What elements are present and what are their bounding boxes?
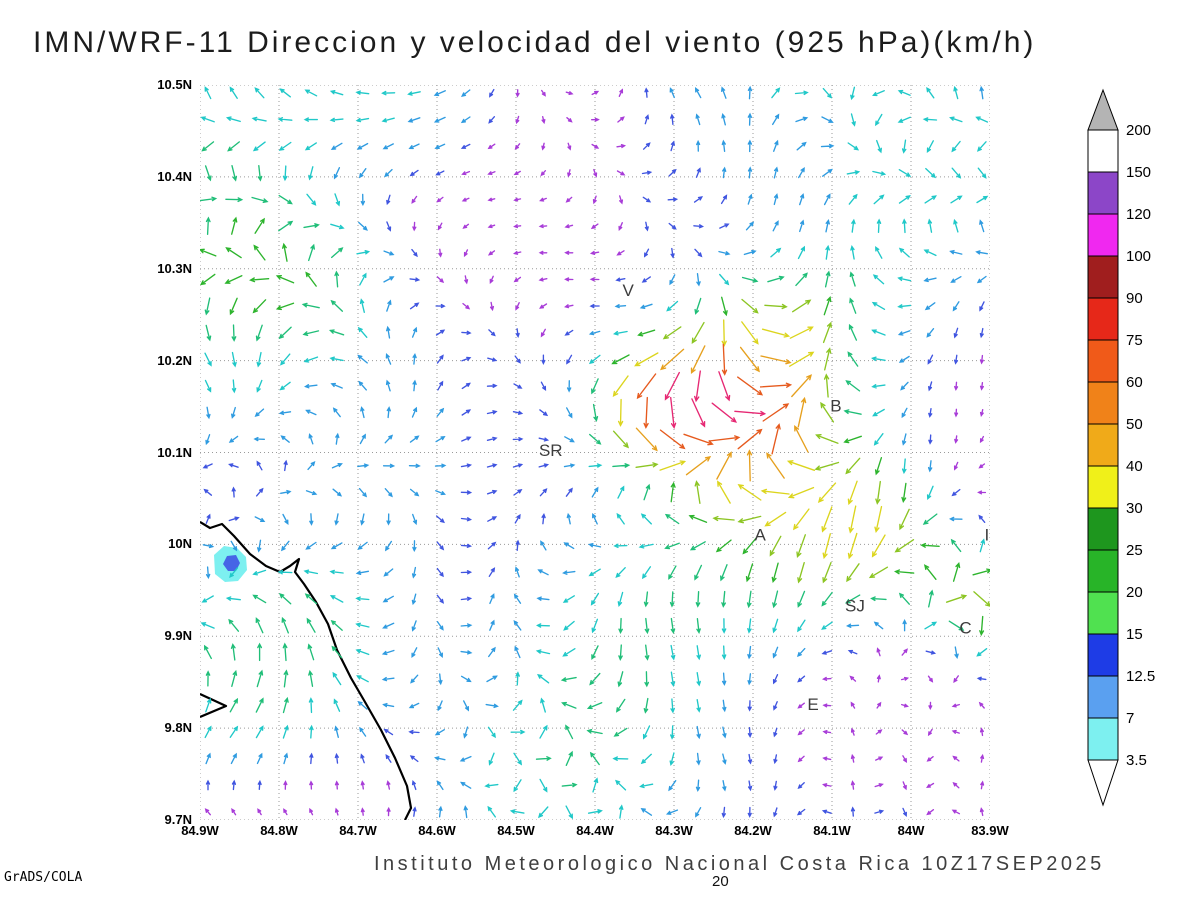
colorbar-labels: 200 150 120 100 90 75 60 50 40 30 25 20 15 12.5 7 3.5 [1126,122,1155,769]
lat-tick-label: 9.8N [164,720,192,736]
colorbar-level-label: 120 [1126,206,1151,223]
station-labels: V B SR A I SJ C E [539,281,989,714]
station-label-b: B [830,396,841,415]
colorbar-level-label: 90 [1126,290,1143,307]
lat-tick-label: 9.7N [164,812,192,827]
colorbar-level-label: 60 [1126,374,1143,391]
chart-title: IMN/WRF-11 Direccion y velocidad del vie… [33,26,1037,59]
lon-tick-label: 84.2W [734,823,772,838]
colorbar-level-label: 30 [1126,500,1143,517]
colorbar-level-label: 75 [1126,332,1143,349]
lon-tick-label: 84.7W [339,823,377,838]
lon-tick-label: 84.5W [497,823,535,838]
colorbar-level-label: 20 [1126,584,1143,601]
lon-tick-label: 84.1W [813,823,851,838]
station-label-a: A [754,526,766,545]
lon-tick-label: 84W [897,823,925,838]
colorbar: 200 150 120 100 90 75 60 50 40 30 25 20 15 12.5 7 3.5 [1087,88,1155,807]
station-label-sr: SR [539,441,563,460]
lon-tick-label: 83.9W [971,823,1009,838]
colorbar-level-label: 3.5 [1126,752,1147,769]
colorbar-level-label: 150 [1126,164,1151,181]
lat-tick-label: 10N [168,536,192,552]
colorbar-level-label: 50 [1126,416,1143,433]
colorbar-level-label: 7 [1126,710,1134,727]
grads-credit: GrADS/COLA [4,870,83,885]
lon-tick-label: 84.8W [260,823,298,838]
station-label-c: C [959,618,971,637]
station-label-i: I [984,526,989,545]
coastline [200,521,413,820]
station-label-e: E [807,695,818,714]
contour-label: 20 [712,873,729,890]
lon-tick-label: 84.9W [181,823,219,838]
lat-tick-label: 9.9N [164,628,192,644]
station-label-v: V [623,281,635,300]
wind-vectors [200,85,990,820]
lat-tick-label: 10.2N [157,352,192,368]
footer-institute: Instituto Meteorologico Nacional Costa R… [374,853,1105,875]
lon-tick-label: 84.4W [576,823,614,838]
shaded-patch [214,546,247,582]
lat-tick-label: 10.1N [157,444,192,460]
colorbar-level-label: 200 [1126,122,1151,139]
lat-tick-label: 10.5N [157,77,192,92]
wind-vector-map: V B SR A I SJ C E [200,85,990,820]
colorbar-level-label: 40 [1126,458,1143,475]
lat-tick-label: 10.4N [157,168,192,184]
colorbar-scale [1087,88,1119,807]
colorbar-level-label: 12.5 [1126,668,1155,685]
lat-tick-label: 10.3N [157,260,192,276]
lon-tick-label: 84.3W [655,823,693,838]
colorbar-level-label: 15 [1126,626,1143,643]
colorbar-level-label: 100 [1126,248,1151,265]
grid-lines [200,85,990,820]
station-label-sj: SJ [845,596,865,615]
lon-tick-label: 84.6W [418,823,456,838]
colorbar-level-label: 25 [1126,542,1143,559]
